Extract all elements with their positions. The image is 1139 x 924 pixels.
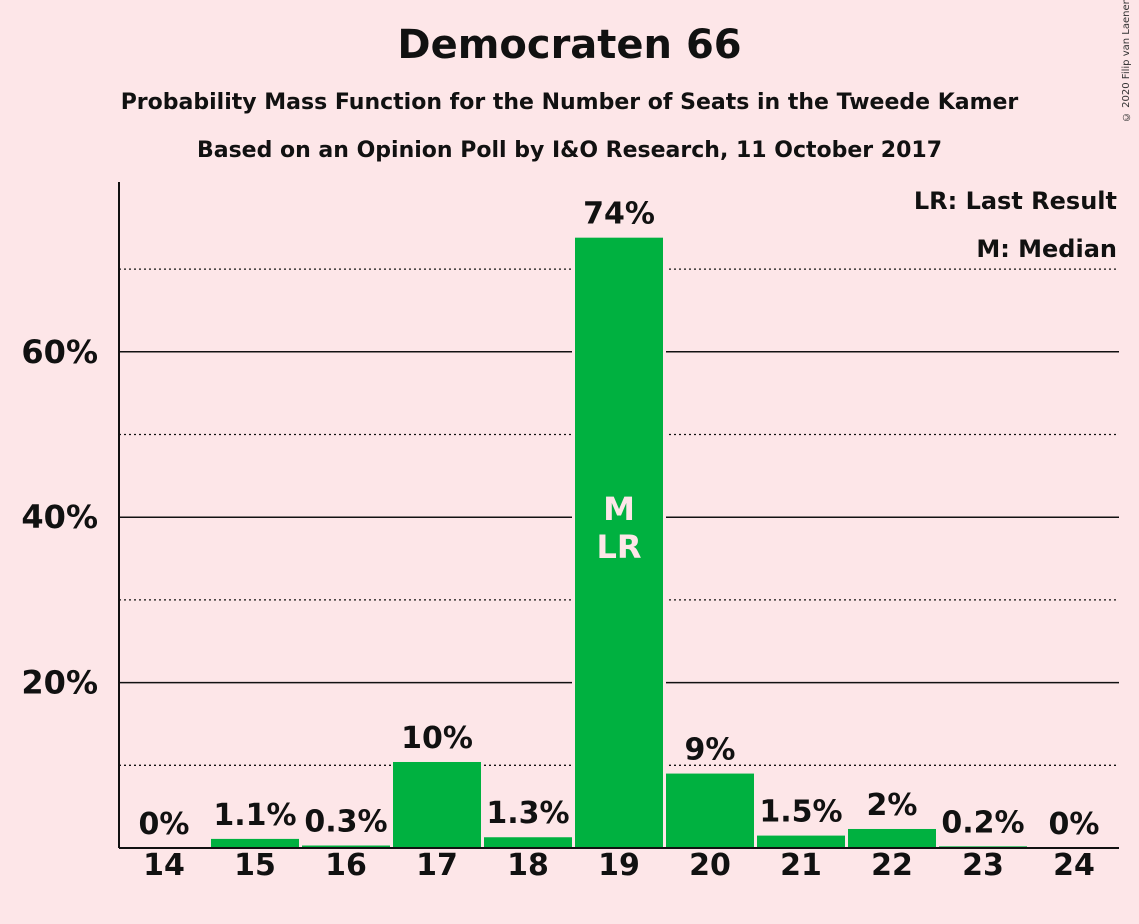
bar-22	[848, 828, 936, 848]
data-label-21: 1.5%	[759, 795, 842, 830]
bar-annotation-m: M	[603, 490, 635, 528]
legend: LR: Last Result M: Median	[914, 187, 1117, 263]
data-label-16: 0.3%	[304, 805, 387, 840]
chart-subtitle: Probability Mass Function for the Number…	[120, 90, 1019, 115]
bar-gap-right-19	[663, 237, 666, 848]
x-tick-label-15: 15	[234, 848, 276, 883]
data-label-20: 9%	[685, 733, 736, 768]
data-labels: 0% 1.1% 0.3% 10% 1.3% 74% 9% 1.5% 2% 0.2% 0% MLR	[139, 197, 1100, 842]
x-tick-label-21: 21	[780, 848, 822, 883]
bar-gap-left-19	[572, 237, 575, 848]
data-label-24: 0%	[1049, 807, 1100, 842]
bar-17	[393, 761, 481, 848]
legend-entry-median: M: Median	[976, 235, 1117, 263]
axes: 20% 40% 60% 14 15 16 17 18 19 20 21 22 23 24	[21, 182, 1119, 883]
data-label-15: 1.1%	[213, 798, 296, 833]
y-tick-label-40: 40%	[21, 498, 98, 536]
bar-20	[666, 773, 754, 848]
y-tick-label-60: 60%	[21, 333, 98, 371]
chart-source-line: Based on an Opinion Poll by I&O Research…	[196, 138, 943, 163]
data-label-14: 0%	[139, 807, 190, 842]
bar-annotation-lr: LR	[596, 528, 641, 566]
data-label-22: 2%	[867, 788, 918, 823]
bar-21	[757, 835, 845, 848]
x-tick-label-24: 24	[1053, 848, 1095, 883]
chart-title: Democraten 66	[397, 22, 742, 68]
x-tick-label-16: 16	[325, 848, 367, 883]
data-label-19: 74%	[583, 197, 655, 232]
y-tick-label-20: 20%	[21, 664, 98, 702]
bar-15	[211, 838, 299, 848]
x-tick-label-14: 14	[143, 848, 185, 883]
bar-18	[484, 837, 572, 848]
data-label-23: 0.2%	[941, 805, 1024, 840]
data-label-18: 1.3%	[486, 796, 569, 831]
legend-entry-last-result: LR: Last Result	[914, 187, 1117, 215]
x-tick-label-23: 23	[962, 848, 1004, 883]
x-tick-label-19: 19	[598, 848, 640, 883]
x-tick-label-18: 18	[507, 848, 549, 883]
x-tick-label-17: 17	[416, 848, 458, 883]
x-tick-label-22: 22	[871, 848, 913, 883]
data-label-17: 10%	[401, 721, 473, 756]
bar-16	[302, 845, 390, 848]
bar-19	[575, 237, 663, 848]
bars	[211, 237, 1027, 848]
x-tick-label-20: 20	[689, 848, 731, 883]
